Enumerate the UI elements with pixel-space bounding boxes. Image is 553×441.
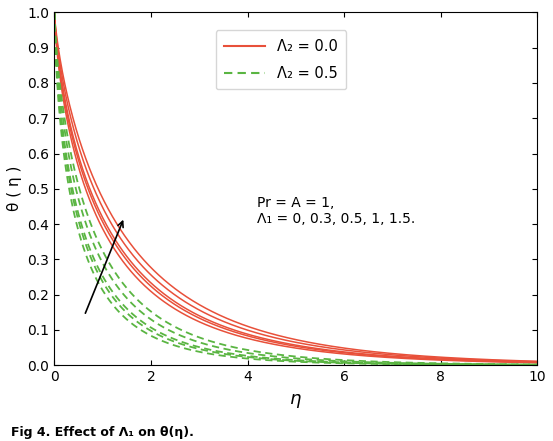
Text: Fig 4. Effect of Λ₁ on θ(η).: Fig 4. Effect of Λ₁ on θ(η). [11,426,194,439]
X-axis label: η: η [290,389,301,407]
Text: Pr = A = 1,
Λ₁ = 0, 0.3, 0.5, 1, 1.5.: Pr = A = 1, Λ₁ = 0, 0.3, 0.5, 1, 1.5. [257,196,415,226]
Y-axis label: θ ( η ): θ ( η ) [7,166,22,212]
Legend: Λ₂ = 0.0, Λ₂ = 0.5: Λ₂ = 0.0, Λ₂ = 0.5 [216,30,347,90]
